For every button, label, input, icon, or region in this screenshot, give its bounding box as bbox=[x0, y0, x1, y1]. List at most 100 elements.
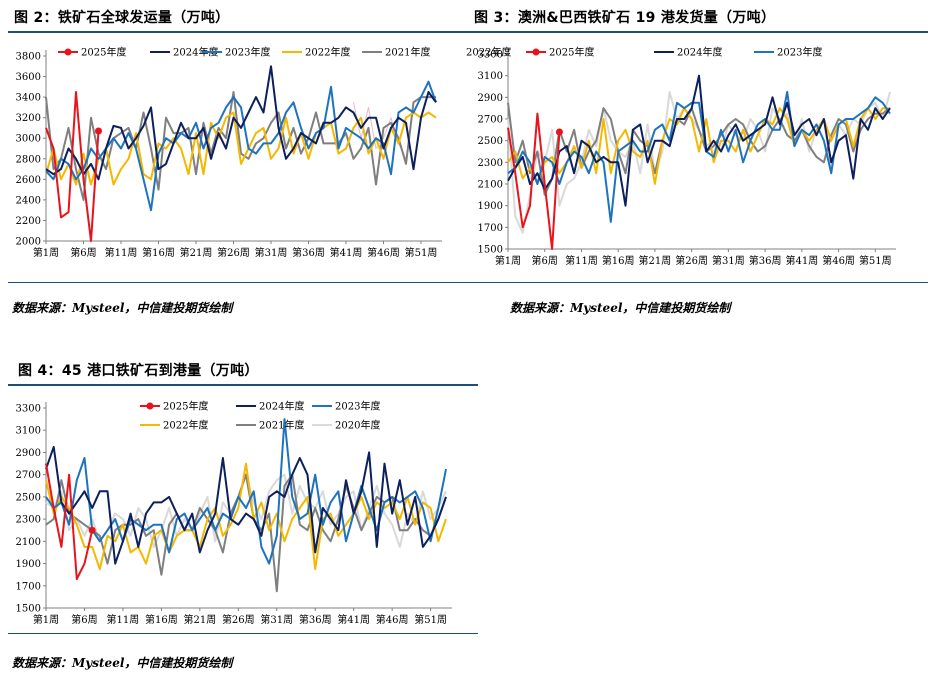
data-source: 数据来源：Mysteel，中信建投期货绘制 bbox=[510, 301, 731, 315]
latest-point-marker bbox=[95, 127, 102, 135]
y-tick-label: 3800 bbox=[16, 52, 41, 63]
x-tick-label: 第21周 bbox=[183, 613, 216, 626]
x-tick-label: 第41周 bbox=[785, 254, 818, 266]
y-tick-label: 3300 bbox=[16, 404, 41, 415]
latest-point-marker bbox=[555, 128, 563, 136]
legend-entry: 2022年度 bbox=[140, 419, 208, 432]
legend-label: 2022年度 bbox=[305, 46, 350, 59]
y-tick-label: 2800 bbox=[16, 154, 41, 165]
x-tick-label: 第16周 bbox=[142, 246, 175, 259]
y-tick-label: 3000 bbox=[16, 134, 41, 145]
y-tick-label: 2700 bbox=[478, 115, 503, 126]
bottom-rule bbox=[8, 282, 468, 283]
x-tick-label: 第41周 bbox=[330, 246, 363, 259]
x-tick-label: 第21周 bbox=[639, 254, 672, 266]
legend-entry: 2024年度 bbox=[150, 46, 218, 59]
bottom-rule bbox=[468, 282, 928, 283]
series-line-2023年度 bbox=[45, 80, 437, 212]
figure-title: 图 4：45 港口铁矿石到港量（万吨） bbox=[18, 363, 259, 379]
legend-entry: 2023年度 bbox=[754, 46, 822, 59]
legend-entry: 2022年度 bbox=[282, 46, 350, 59]
series-line-2023年度 bbox=[507, 90, 891, 223]
x-tick-label: 第46周 bbox=[822, 254, 855, 266]
y-tick-label: 2600 bbox=[16, 175, 41, 186]
x-tick-label: 第46周 bbox=[376, 613, 409, 626]
x-tick-label: 第51周 bbox=[405, 246, 438, 259]
y-tick-label: 1700 bbox=[478, 223, 503, 234]
x-tick-label: 第31周 bbox=[712, 254, 745, 266]
data-source: 数据来源：Mysteel，中信建投期货绘制 bbox=[12, 656, 233, 670]
x-tick-label: 第41周 bbox=[337, 613, 370, 626]
data-source: 数据来源：Mysteel，中信建投期货绘制 bbox=[12, 301, 233, 315]
legend-label: 2025年度 bbox=[81, 46, 126, 59]
x-tick-label: 第6周 bbox=[532, 254, 558, 266]
x-tick-label: 第51周 bbox=[414, 613, 447, 626]
series-line-2024年度 bbox=[45, 65, 437, 181]
legend-label: 2020年度 bbox=[335, 419, 380, 432]
legend-entry: 2020年度 bbox=[312, 419, 380, 432]
series-line-2025年度 bbox=[45, 463, 94, 581]
y-tick-label: 2900 bbox=[16, 448, 41, 459]
legend-entry: 2022年度 bbox=[466, 46, 511, 59]
x-tick-label: 第36周 bbox=[749, 254, 782, 266]
x-tick-label: 第16周 bbox=[602, 254, 635, 266]
y-tick-label: 1700 bbox=[16, 581, 41, 592]
x-tick-label: 第51周 bbox=[859, 254, 892, 266]
x-tick-label: 第6周 bbox=[71, 613, 97, 626]
legend-label: 2022年度 bbox=[163, 419, 208, 432]
series-line-2022年度 bbox=[45, 111, 437, 186]
x-tick-label: 第6周 bbox=[70, 246, 96, 259]
chart-port-arrivals: 1500 1700 1900 2100 2300 2500 2700 2900 3100 3300… bbox=[16, 400, 452, 626]
y-tick-label: 3100 bbox=[478, 71, 503, 82]
x-tick-label: 第26周 bbox=[675, 254, 708, 266]
x-tick-label: 第31周 bbox=[260, 613, 293, 626]
x-tick-label: 第11周 bbox=[565, 254, 598, 266]
legend-entry: 2023年度 bbox=[312, 400, 380, 413]
y-tick-label: 1900 bbox=[16, 559, 41, 570]
title-rule bbox=[8, 31, 468, 33]
series-line-2020年度 bbox=[45, 473, 447, 548]
series-line-2025年度 bbox=[45, 91, 100, 242]
legend-label: 2024年度 bbox=[259, 400, 304, 413]
legend-entry: 2021年度 bbox=[236, 419, 304, 432]
y-tick-label: 3600 bbox=[16, 72, 41, 83]
y-tick-label: 2500 bbox=[478, 136, 503, 147]
y-tick-label: 3400 bbox=[16, 93, 41, 104]
latest-point-marker bbox=[88, 526, 96, 534]
legend-entry: 2024年度 bbox=[236, 400, 304, 413]
legend-entry: 2023年度 bbox=[202, 46, 270, 59]
title-rule bbox=[8, 384, 478, 386]
x-tick-label: 第26周 bbox=[217, 246, 250, 259]
y-tick-label: 3200 bbox=[16, 113, 41, 124]
x-tick-label: 第36周 bbox=[292, 246, 325, 259]
y-tick-label: 2900 bbox=[478, 93, 503, 104]
series-line-2024年度 bbox=[507, 74, 891, 207]
legend-label: 2025年度 bbox=[163, 400, 208, 413]
chart-au-br-shipments: 1500 1700 1900 2100 2300 2500 2700 2900 3100 3300… bbox=[466, 46, 896, 266]
y-tick-label: 2400 bbox=[16, 195, 41, 206]
x-tick-label: 第11周 bbox=[107, 613, 140, 626]
x-tick-label: 第21周 bbox=[180, 246, 213, 259]
y-tick-label: 1500 bbox=[16, 604, 41, 615]
legend-entry: 2021年度 bbox=[362, 46, 430, 59]
legend-label: 2025年度 bbox=[549, 46, 594, 59]
y-tick-label: 1500 bbox=[478, 245, 503, 256]
y-tick-label: 2300 bbox=[16, 515, 41, 526]
legend-label: 2022年度 bbox=[466, 46, 511, 59]
y-tick-label: 2300 bbox=[478, 158, 503, 169]
legend-entry: 2024年度 bbox=[654, 46, 722, 59]
y-tick-label: 2700 bbox=[16, 470, 41, 481]
series-line-2025年度 bbox=[507, 112, 561, 250]
legend-marker bbox=[532, 48, 540, 56]
x-tick-label: 第36周 bbox=[299, 613, 332, 626]
figure-title: 图 2：铁矿石全球发运量（万吨） bbox=[14, 10, 230, 26]
x-tick-label: 第1周 bbox=[495, 254, 521, 266]
bottom-rule bbox=[8, 633, 478, 634]
legend-label: 2021年度 bbox=[385, 46, 430, 59]
legend-label: 2023年度 bbox=[225, 46, 270, 59]
legend-label: 2024年度 bbox=[173, 46, 218, 59]
y-tick-label: 2100 bbox=[16, 537, 41, 548]
y-tick-label: 2100 bbox=[478, 180, 503, 191]
x-tick-label: 第16周 bbox=[145, 613, 178, 626]
legend-label: 2023年度 bbox=[777, 46, 822, 59]
